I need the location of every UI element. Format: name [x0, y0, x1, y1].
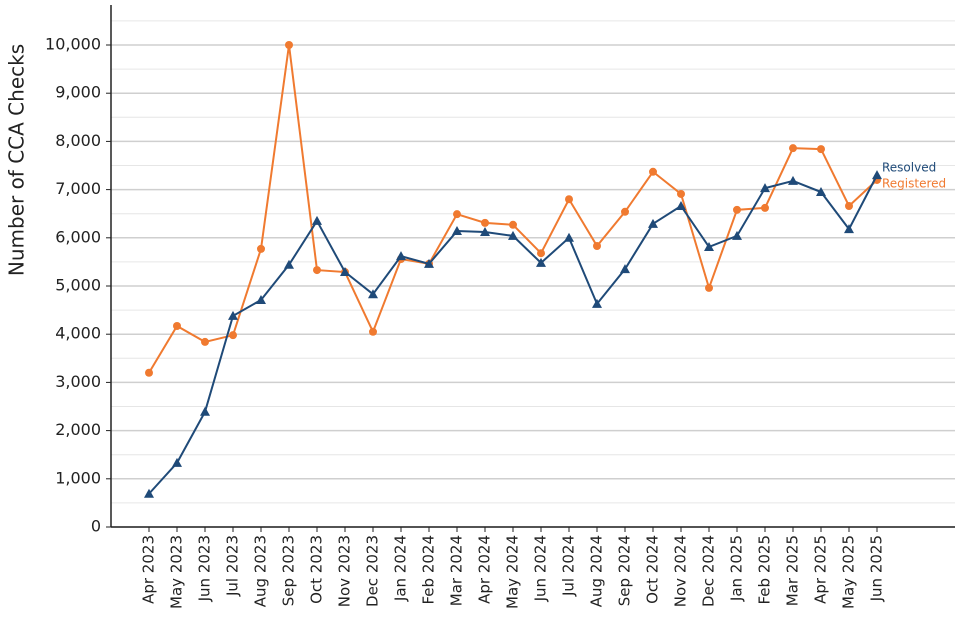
point: [424, 258, 434, 268]
y-tick-label: 8,000: [55, 131, 101, 150]
point: [284, 259, 294, 269]
grid: [111, 20, 955, 528]
point: [593, 241, 601, 250]
point: [453, 210, 461, 219]
point: [285, 41, 293, 50]
point: [145, 368, 153, 377]
point: [537, 249, 545, 258]
point: [313, 266, 321, 275]
y-tick-label: 4,000: [55, 324, 101, 343]
point: [536, 257, 546, 267]
point: [649, 167, 657, 176]
point: [760, 183, 770, 193]
point: [789, 144, 797, 153]
point: [565, 195, 573, 204]
x-tick-label: Aug 2023: [252, 535, 270, 607]
x-tick-label: Apr 2023: [140, 535, 158, 604]
point: [369, 327, 377, 336]
x-tick-label: Jul 2023: [224, 535, 242, 597]
y-tick-label: 7,000: [55, 179, 101, 198]
point: [732, 230, 742, 240]
x-tick-label: Mar 2025: [784, 535, 802, 606]
point: [144, 488, 154, 498]
y-tick-label: 10,000: [45, 35, 101, 54]
x-tick-label: Mar 2024: [448, 535, 466, 606]
point: [761, 203, 769, 212]
x-tick-label: Jun 2024: [532, 535, 550, 602]
point: [172, 457, 182, 467]
point: [648, 218, 658, 228]
point: [257, 244, 265, 253]
point: [676, 200, 686, 210]
x-tick-label: Jan 2025: [728, 535, 746, 602]
x-tick-label: Apr 2025: [812, 535, 830, 604]
x-tick-label: Apr 2024: [476, 535, 494, 604]
point: [256, 294, 266, 304]
x-tick-label: Feb 2025: [756, 535, 774, 605]
x-tick-label: Feb 2024: [420, 535, 438, 605]
point: [452, 226, 462, 236]
point: [705, 283, 713, 292]
x-tick-label: Dec 2023: [364, 535, 382, 607]
point: [480, 227, 490, 237]
x-tick-label: May 2025: [840, 535, 858, 609]
point: [564, 232, 574, 242]
point: [396, 251, 406, 261]
x-tick-label: Aug 2024: [588, 535, 606, 607]
x-tick-label: Oct 2024: [644, 535, 662, 604]
x-tick-label: Sep 2024: [616, 535, 634, 606]
point: [845, 201, 853, 210]
point: [677, 189, 685, 198]
y-tick-label: 3,000: [55, 372, 101, 391]
x-tick-label: Nov 2023: [336, 535, 354, 607]
series-end-label: Registered: [882, 176, 946, 190]
point: [340, 267, 350, 277]
point: [200, 406, 210, 416]
point: [816, 187, 826, 197]
x-tick-label: Dec 2024: [700, 535, 718, 607]
y-tick-label: 5,000: [55, 276, 101, 295]
y-tick-label: 2,000: [55, 420, 101, 439]
y-tick-label: 1,000: [55, 468, 101, 487]
point: [201, 337, 209, 346]
x-tick-label: Nov 2024: [672, 535, 690, 607]
series-end-label: Resolved: [882, 161, 936, 175]
point: [592, 298, 602, 308]
point: [733, 205, 741, 214]
x-tick-label: Jul 2024: [560, 535, 578, 597]
y-tick-label: 0: [91, 517, 101, 536]
point: [228, 310, 238, 320]
point: [229, 331, 237, 340]
point: [173, 322, 181, 331]
point: [620, 264, 630, 274]
x-tick-label: Jun 2025: [868, 535, 886, 602]
point: [481, 218, 489, 227]
y-tick-label: 6,000: [55, 227, 101, 246]
x-tick-label: Jan 2024: [392, 535, 410, 602]
point: [312, 215, 322, 225]
point: [368, 289, 378, 299]
x-tick-label: Sep 2023: [280, 535, 298, 606]
point: [788, 175, 798, 185]
point: [621, 207, 629, 216]
x-tick-label: Jun 2023: [196, 535, 214, 602]
point: [844, 224, 854, 234]
point: [508, 230, 518, 240]
y-tick-label: 9,000: [55, 83, 101, 102]
x-tick-label: May 2023: [168, 535, 186, 609]
point: [817, 145, 825, 154]
point: [704, 241, 714, 251]
point: [872, 170, 882, 180]
x-tick-label: Oct 2023: [308, 535, 326, 604]
y-axis-label: Number of CCA Checks: [5, 44, 29, 276]
point: [509, 220, 517, 229]
x-tick-label: May 2024: [504, 535, 522, 609]
